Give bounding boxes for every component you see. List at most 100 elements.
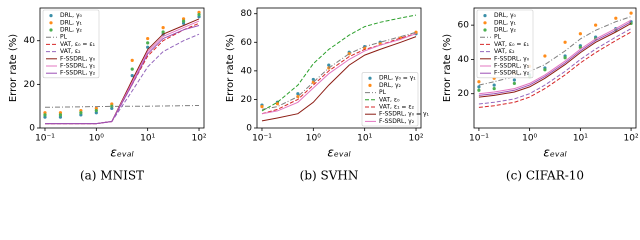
x-tick-label: 10⁻¹ (35, 134, 55, 144)
x-axis-label: εₑᵥₐₗ (110, 146, 133, 160)
data-point (146, 36, 150, 41)
data-line (261, 36, 417, 122)
legend-label: F-SSDRL, γ₁ (494, 63, 530, 70)
data-line (261, 33, 417, 115)
x-tick-label: 10¹ (140, 134, 155, 144)
plot-frame (256, 7, 422, 129)
legend-label: DRL, γ₂ (494, 27, 516, 34)
legend-marker (483, 28, 487, 32)
legend-label: F-SSDRL, γ₂ (60, 70, 96, 77)
legend-label: VAT, ε₂ (60, 48, 81, 55)
data-point (327, 63, 331, 67)
data-point (414, 30, 418, 34)
data-line (45, 25, 200, 125)
data-point (79, 111, 83, 115)
y-tick-label: 60 (458, 21, 470, 31)
data-point (492, 86, 496, 91)
legend-label: VAT, ε₀ (379, 96, 400, 103)
x-tick-label: 10⁰ (89, 134, 104, 144)
x-tick-label: 10² (408, 134, 423, 144)
data-line (261, 14, 417, 112)
y-tick-label: 0 (29, 124, 35, 134)
legend-label: PL (379, 89, 387, 96)
data-point (512, 78, 516, 82)
legend-marker (483, 21, 487, 25)
data-point (563, 40, 567, 44)
data-point (161, 26, 165, 30)
x-axis-label: εₑᵥₐₗ (327, 146, 350, 160)
x-tick-label: 10¹ (357, 134, 372, 144)
y-axis-label: Error rate (%) (8, 34, 19, 102)
data-line (478, 16, 632, 86)
x-tick-label: 10² (191, 134, 206, 144)
y-tick-label: 40 (458, 55, 470, 65)
data-point (492, 83, 496, 87)
x-tick-label: 10² (624, 134, 639, 144)
legend-box (42, 9, 100, 79)
data-point (130, 58, 134, 62)
legend-label: F-SSDRL, γ₀ (60, 55, 96, 62)
legend-marker (368, 83, 372, 87)
legend-label: DRL, γ₁ (494, 19, 516, 26)
legend-label: F-SSDRL, γ₁ (60, 63, 96, 70)
plot-frame (473, 7, 637, 129)
data-point (578, 32, 582, 36)
y-tick-label: 40 (24, 36, 36, 46)
legend-marker (49, 14, 53, 18)
y-tick-label: 0 (246, 124, 252, 134)
legend-label: DRL, γ₀ (60, 12, 82, 19)
legend-label: PL (494, 34, 502, 41)
legend-label: F-SSDRL, γ₀ (494, 55, 530, 62)
data-point (563, 56, 567, 60)
legend-marker (49, 28, 53, 32)
legend-label: DRL, γ₂ (60, 27, 82, 34)
data-point (512, 81, 516, 86)
legend-marker (49, 21, 53, 25)
y-tick-label: 20 (241, 95, 253, 105)
legend-marker (483, 14, 487, 18)
data-point (477, 88, 481, 92)
data-point (543, 68, 547, 72)
data-point (477, 80, 481, 84)
legend-box (476, 9, 534, 79)
data-point (260, 104, 264, 109)
x-tick-label: 10⁻¹ (252, 134, 272, 144)
data-point (543, 54, 547, 58)
legend-label: F-SSDRL, γ₂ (494, 70, 530, 77)
x-tick-label: 10¹ (573, 134, 588, 144)
data-point (130, 67, 134, 71)
data-point (197, 12, 201, 17)
data-point (614, 16, 618, 20)
data-point (43, 113, 47, 117)
data-point (296, 92, 300, 96)
y-axis-label: Error rate (%) (442, 34, 453, 102)
x-axis-label: εₑᵥₐₗ (543, 146, 566, 160)
legend-label: VAT, ε₁ = ε₂ (379, 104, 415, 111)
legend-label: DRL, γ₁ (60, 19, 82, 26)
legend-label: DRL, γ₀ = γ₁ (379, 75, 416, 82)
legend-label: DRL, γ₂ (379, 82, 401, 89)
data-point (181, 19, 186, 23)
y-tick-label: 40 (241, 66, 253, 76)
legend-box (361, 72, 419, 127)
data-line (478, 19, 632, 95)
x-tick-label: 10⁰ (522, 134, 537, 144)
data-point (161, 30, 165, 34)
legend-label: VAT, ε₀ = ε₁ (494, 41, 530, 48)
legend-label: DRL, γ₀ (494, 12, 516, 19)
data-point (629, 11, 633, 15)
legend-label: PL (60, 34, 68, 41)
data-line (478, 28, 632, 105)
data-point (311, 77, 315, 82)
plot-frame (39, 7, 205, 129)
data-line (478, 21, 632, 96)
data-line (261, 33, 417, 115)
caption: (c) CIFAR-10 (506, 169, 584, 183)
y-tick-label: 60 (241, 38, 253, 48)
caption: (a) MNIST (80, 169, 144, 183)
y-tick-label: 80 (241, 9, 253, 19)
data-point (58, 113, 63, 117)
caption: (b) SVHN (300, 169, 359, 183)
legend-label: F-SSDRL, γ₂ (379, 118, 415, 125)
legend-label: VAT, ε₂ (494, 48, 515, 55)
